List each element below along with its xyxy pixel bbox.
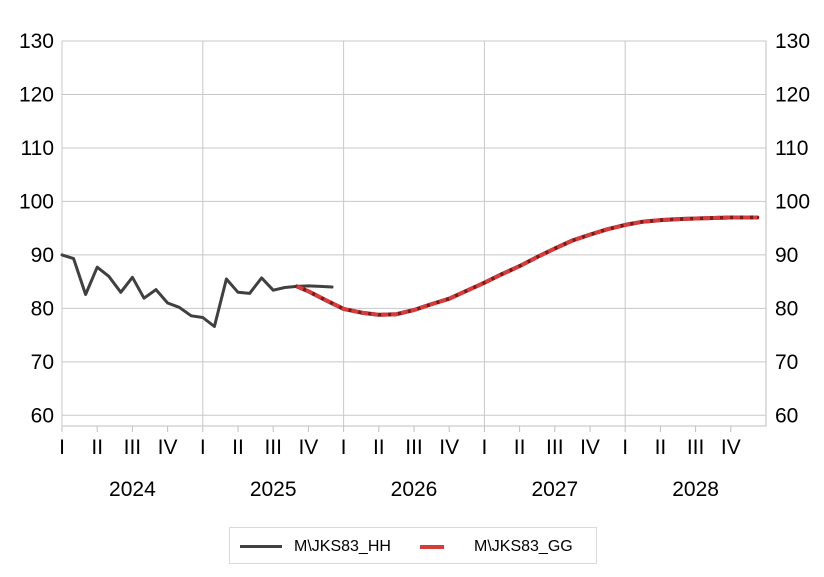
series-hh <box>60 253 334 328</box>
y-tick-label-right: 110 <box>775 137 808 160</box>
quarter-tick-label: II <box>655 436 667 459</box>
series-line-gg <box>296 215 758 317</box>
y-tick-label-left: 70 <box>31 351 54 374</box>
quarter-tick-label: IV <box>439 436 459 459</box>
year-label: 2024 <box>109 478 156 501</box>
y-axis-right: 60 70 80 90 100 110 120 130 <box>775 30 810 427</box>
quarter-tick-label: IV <box>721 436 741 459</box>
quarter-tick-label: I <box>341 436 347 459</box>
legend-label-hh: M\JKS83_HH <box>294 537 391 555</box>
quarter-tick-label: III <box>546 436 564 459</box>
quarter-tick-label: III <box>405 436 423 459</box>
y-tick-label-right: 70 <box>775 351 798 374</box>
series-line-hh <box>60 253 334 328</box>
y-tick-label-left: 60 <box>31 404 54 427</box>
y-tick-label-left: 130 <box>19 30 54 53</box>
series-layer <box>60 215 760 328</box>
year-label: 2027 <box>531 478 578 501</box>
quarter-tick-label: III <box>687 436 705 459</box>
quarter-tick-label: IV <box>580 436 600 459</box>
quarter-tick-label: I <box>622 436 628 459</box>
quarter-tick-label: I <box>200 436 206 459</box>
legend: M\JKS83_HH M\JKS83_GG <box>229 527 597 564</box>
quarter-tick-label: II <box>232 436 244 459</box>
y-tick-label-right: 130 <box>775 30 810 53</box>
quarter-tick-label: I <box>481 436 487 459</box>
legend-item-gg: M\JKS83_GG <box>420 528 573 565</box>
quarter-tick-label: III <box>124 436 142 459</box>
year-label: 2026 <box>391 478 438 501</box>
quarter-tick-label: II <box>373 436 385 459</box>
plot-area-border <box>61 40 767 427</box>
y-tick-label-right: 120 <box>775 83 810 106</box>
legend-swatch-gg <box>420 544 444 549</box>
quarter-tick-label: III <box>264 436 282 459</box>
legend-swatch-hh <box>240 545 282 548</box>
y-tick-label-left: 120 <box>19 83 54 106</box>
gridlines <box>61 40 767 427</box>
year-label: 2025 <box>250 478 297 501</box>
quarter-tick-label: IV <box>158 436 178 459</box>
y-tick-label-left: 100 <box>19 190 54 213</box>
y-tick-label-left: 110 <box>21 137 54 160</box>
y-tick-label-left: 90 <box>31 244 54 267</box>
quarter-tick-label: I <box>59 436 65 459</box>
y-tick-label-right: 90 <box>775 244 798 267</box>
quarter-tick-label: II <box>91 436 103 459</box>
legend-label-gg: M\JKS83_GG <box>474 537 573 555</box>
year-label: 2028 <box>672 478 719 501</box>
series-line-gg-shadow <box>294 215 760 317</box>
y-tick-label-right: 60 <box>775 404 798 427</box>
quarter-tick-label: IV <box>298 436 318 459</box>
y-tick-label-right: 80 <box>775 297 798 320</box>
y-axis-left: 60 70 80 90 100 110 120 130 <box>19 30 54 427</box>
y-tick-label-left: 80 <box>31 297 54 320</box>
legend-item-hh: M\JKS83_HH <box>240 528 391 565</box>
series-gg <box>294 215 760 317</box>
quarter-tick-label: II <box>514 436 526 459</box>
y-tick-label-right: 100 <box>775 190 810 213</box>
